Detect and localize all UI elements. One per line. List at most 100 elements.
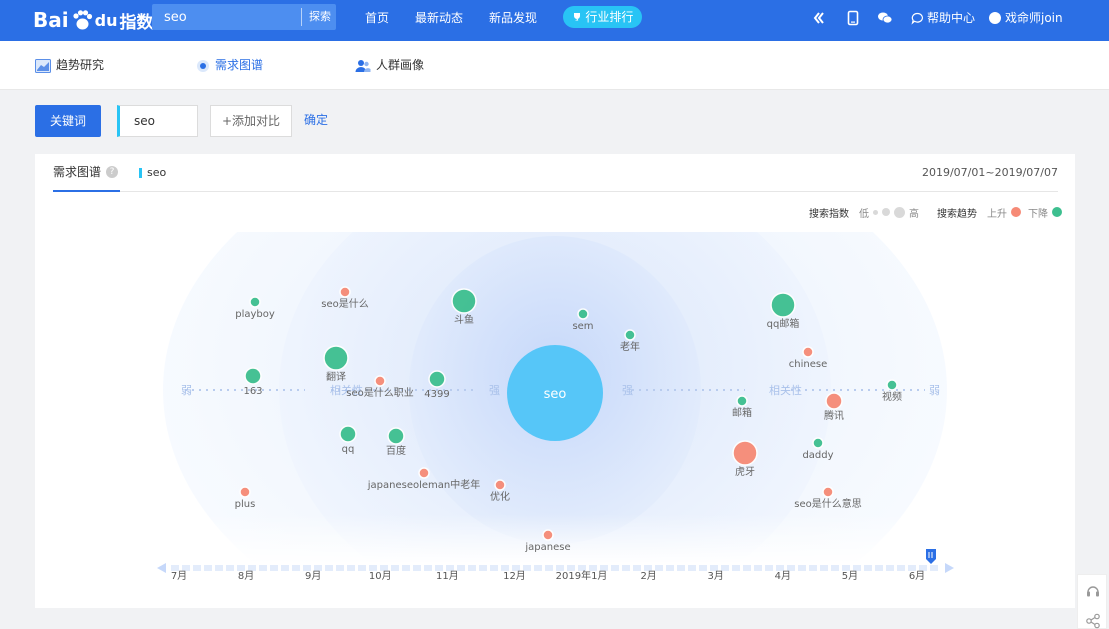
demand-node-label[interactable]: playboy — [235, 309, 275, 320]
timeline-tick[interactable] — [600, 565, 608, 571]
nav-home[interactable]: 首页 — [365, 11, 390, 25]
timeline-month-label[interactable]: 4月 — [775, 570, 791, 582]
user-menu[interactable]: 戏命师join — [989, 0, 1063, 36]
timeline-tick[interactable] — [809, 565, 817, 571]
timeline-tick[interactable] — [347, 565, 355, 571]
timeline-tick[interactable] — [677, 565, 685, 571]
timeline-slider[interactable]: 7月 8月 9月 10月 11月 12月 2019年1月 2月 3月 4月 5月 6月 — [157, 549, 954, 582]
demand-node-12[interactable] — [736, 395, 748, 407]
timeline-month-label[interactable]: 3月 — [708, 570, 724, 582]
timeline-tick[interactable] — [281, 565, 289, 571]
timeline-month-label[interactable]: 5月 — [842, 570, 858, 582]
timeline-tick[interactable] — [446, 565, 454, 571]
timeline-tick[interactable] — [798, 565, 806, 571]
timeline-tick[interactable] — [391, 565, 399, 571]
demand-node-label[interactable]: seo是什么职业 — [346, 388, 414, 399]
demand-node-11[interactable] — [886, 379, 898, 391]
timeline-tick[interactable] — [336, 565, 344, 571]
demand-node-label[interactable]: daddy — [802, 450, 834, 461]
timeline-tick[interactable] — [853, 565, 861, 571]
timeline-tick[interactable] — [479, 565, 487, 571]
timeline-month-label[interactable]: 2月 — [640, 570, 656, 582]
demand-node-5[interactable] — [770, 292, 796, 318]
demand-node-label[interactable]: 腾讯 — [824, 411, 844, 422]
timeline-tick[interactable] — [468, 565, 476, 571]
demand-node-label[interactable]: seo是什么 — [321, 299, 369, 310]
timeline-tick[interactable] — [644, 565, 652, 571]
timeline-tick[interactable] — [721, 565, 729, 571]
timeline-tick[interactable] — [831, 565, 839, 571]
demand-node-20[interactable] — [239, 486, 251, 498]
keyword-type-button[interactable]: 关键词 — [35, 105, 101, 137]
demand-node-21[interactable] — [822, 486, 834, 498]
timeline-tick[interactable] — [292, 565, 300, 571]
tab-demand-map[interactable]: 需求图谱 ? — [53, 154, 121, 192]
subnav-demand-map[interactable]: 需求图谱 — [196, 41, 263, 90]
timeline-tick[interactable] — [226, 565, 234, 571]
demand-node-label[interactable]: 163 — [243, 386, 263, 397]
demand-node-16[interactable] — [812, 437, 824, 449]
keyword-input[interactable] — [117, 105, 198, 137]
timeline-tick[interactable] — [897, 565, 905, 571]
timeline-tick[interactable] — [490, 565, 498, 571]
industry-rank-button[interactable]: 行业排行 — [563, 6, 642, 28]
nav-new-products[interactable]: 新品发现 — [489, 11, 538, 25]
demand-node-label[interactable]: 斗鱼 — [454, 315, 474, 326]
timeline-tick[interactable] — [248, 565, 256, 571]
baidu-index-logo[interactable]: Bai du 指数 — [33, 7, 153, 33]
timeline-tick[interactable] — [314, 565, 322, 571]
demand-node-8[interactable] — [244, 367, 262, 385]
demand-node-19[interactable] — [494, 479, 506, 491]
demand-node-label[interactable]: sem — [572, 321, 594, 332]
demand-node-label[interactable]: japanese — [525, 542, 571, 553]
timeline-month-label[interactable]: 7月 — [171, 570, 187, 582]
add-compare-button[interactable]: +添加对比 — [210, 105, 292, 137]
demand-node-label[interactable]: 邮箱 — [732, 408, 752, 419]
timeline-tick[interactable] — [622, 565, 630, 571]
timeline-tick[interactable] — [534, 565, 542, 571]
timeline-tick[interactable] — [633, 565, 641, 571]
confirm-button[interactable]: 确定 — [304, 113, 329, 127]
timeline-tick[interactable] — [611, 565, 619, 571]
demand-node-label[interactable]: chinese — [788, 359, 828, 370]
timeline-month-label[interactable]: 9月 — [305, 570, 321, 582]
demand-node-6[interactable] — [323, 345, 349, 371]
timeline-tick[interactable] — [787, 565, 795, 571]
timeline-tick[interactable] — [666, 565, 674, 571]
timeline-tick[interactable] — [710, 565, 718, 571]
timeline-tick[interactable] — [215, 565, 223, 571]
code-brackets-icon[interactable] — [812, 10, 828, 26]
timeline-tick[interactable] — [919, 565, 927, 571]
timeline-tick[interactable] — [182, 565, 190, 571]
demand-node-label[interactable]: japaneseoleman中老年 — [367, 480, 481, 491]
timeline-tick[interactable] — [193, 565, 201, 571]
timeline-tick[interactable] — [864, 565, 872, 571]
timeline-tick[interactable] — [325, 565, 333, 571]
timeline-tick[interactable] — [842, 565, 850, 571]
demand-node-4[interactable] — [624, 329, 636, 341]
timeline-tick[interactable] — [380, 565, 388, 571]
demand-node-label[interactable]: plus — [234, 499, 256, 510]
timeline-tick[interactable] — [930, 565, 938, 571]
demand-node-label[interactable]: 视频 — [882, 392, 902, 403]
timeline-tick[interactable] — [237, 565, 245, 571]
center-keyword-node[interactable] — [507, 345, 603, 441]
demand-node-label[interactable]: 翻译 — [326, 372, 346, 383]
demand-node-label[interactable]: 4399 — [424, 389, 450, 400]
timeline-tick[interactable] — [512, 565, 520, 571]
timeline-tick[interactable] — [457, 565, 465, 571]
help-question-icon[interactable]: ? — [106, 166, 119, 178]
demand-node-7[interactable] — [802, 346, 814, 358]
subnav-audience-profile[interactable]: 人群画像 — [355, 41, 424, 90]
timeline-tick[interactable] — [402, 565, 410, 571]
timeline-tick[interactable] — [424, 565, 432, 571]
demand-node-15[interactable] — [387, 427, 405, 445]
demand-node-label[interactable]: 老年 — [620, 342, 640, 353]
timeline-tick[interactable] — [655, 565, 663, 571]
demand-node-label[interactable]: 虎牙 — [735, 467, 755, 478]
timeline-tick[interactable] — [204, 565, 212, 571]
headset-icon[interactable] — [1085, 583, 1101, 599]
demand-node-label[interactable]: 百度 — [386, 446, 406, 457]
timeline-tick[interactable] — [776, 565, 784, 571]
demand-node-label[interactable]: seo是什么意思 — [794, 499, 862, 510]
